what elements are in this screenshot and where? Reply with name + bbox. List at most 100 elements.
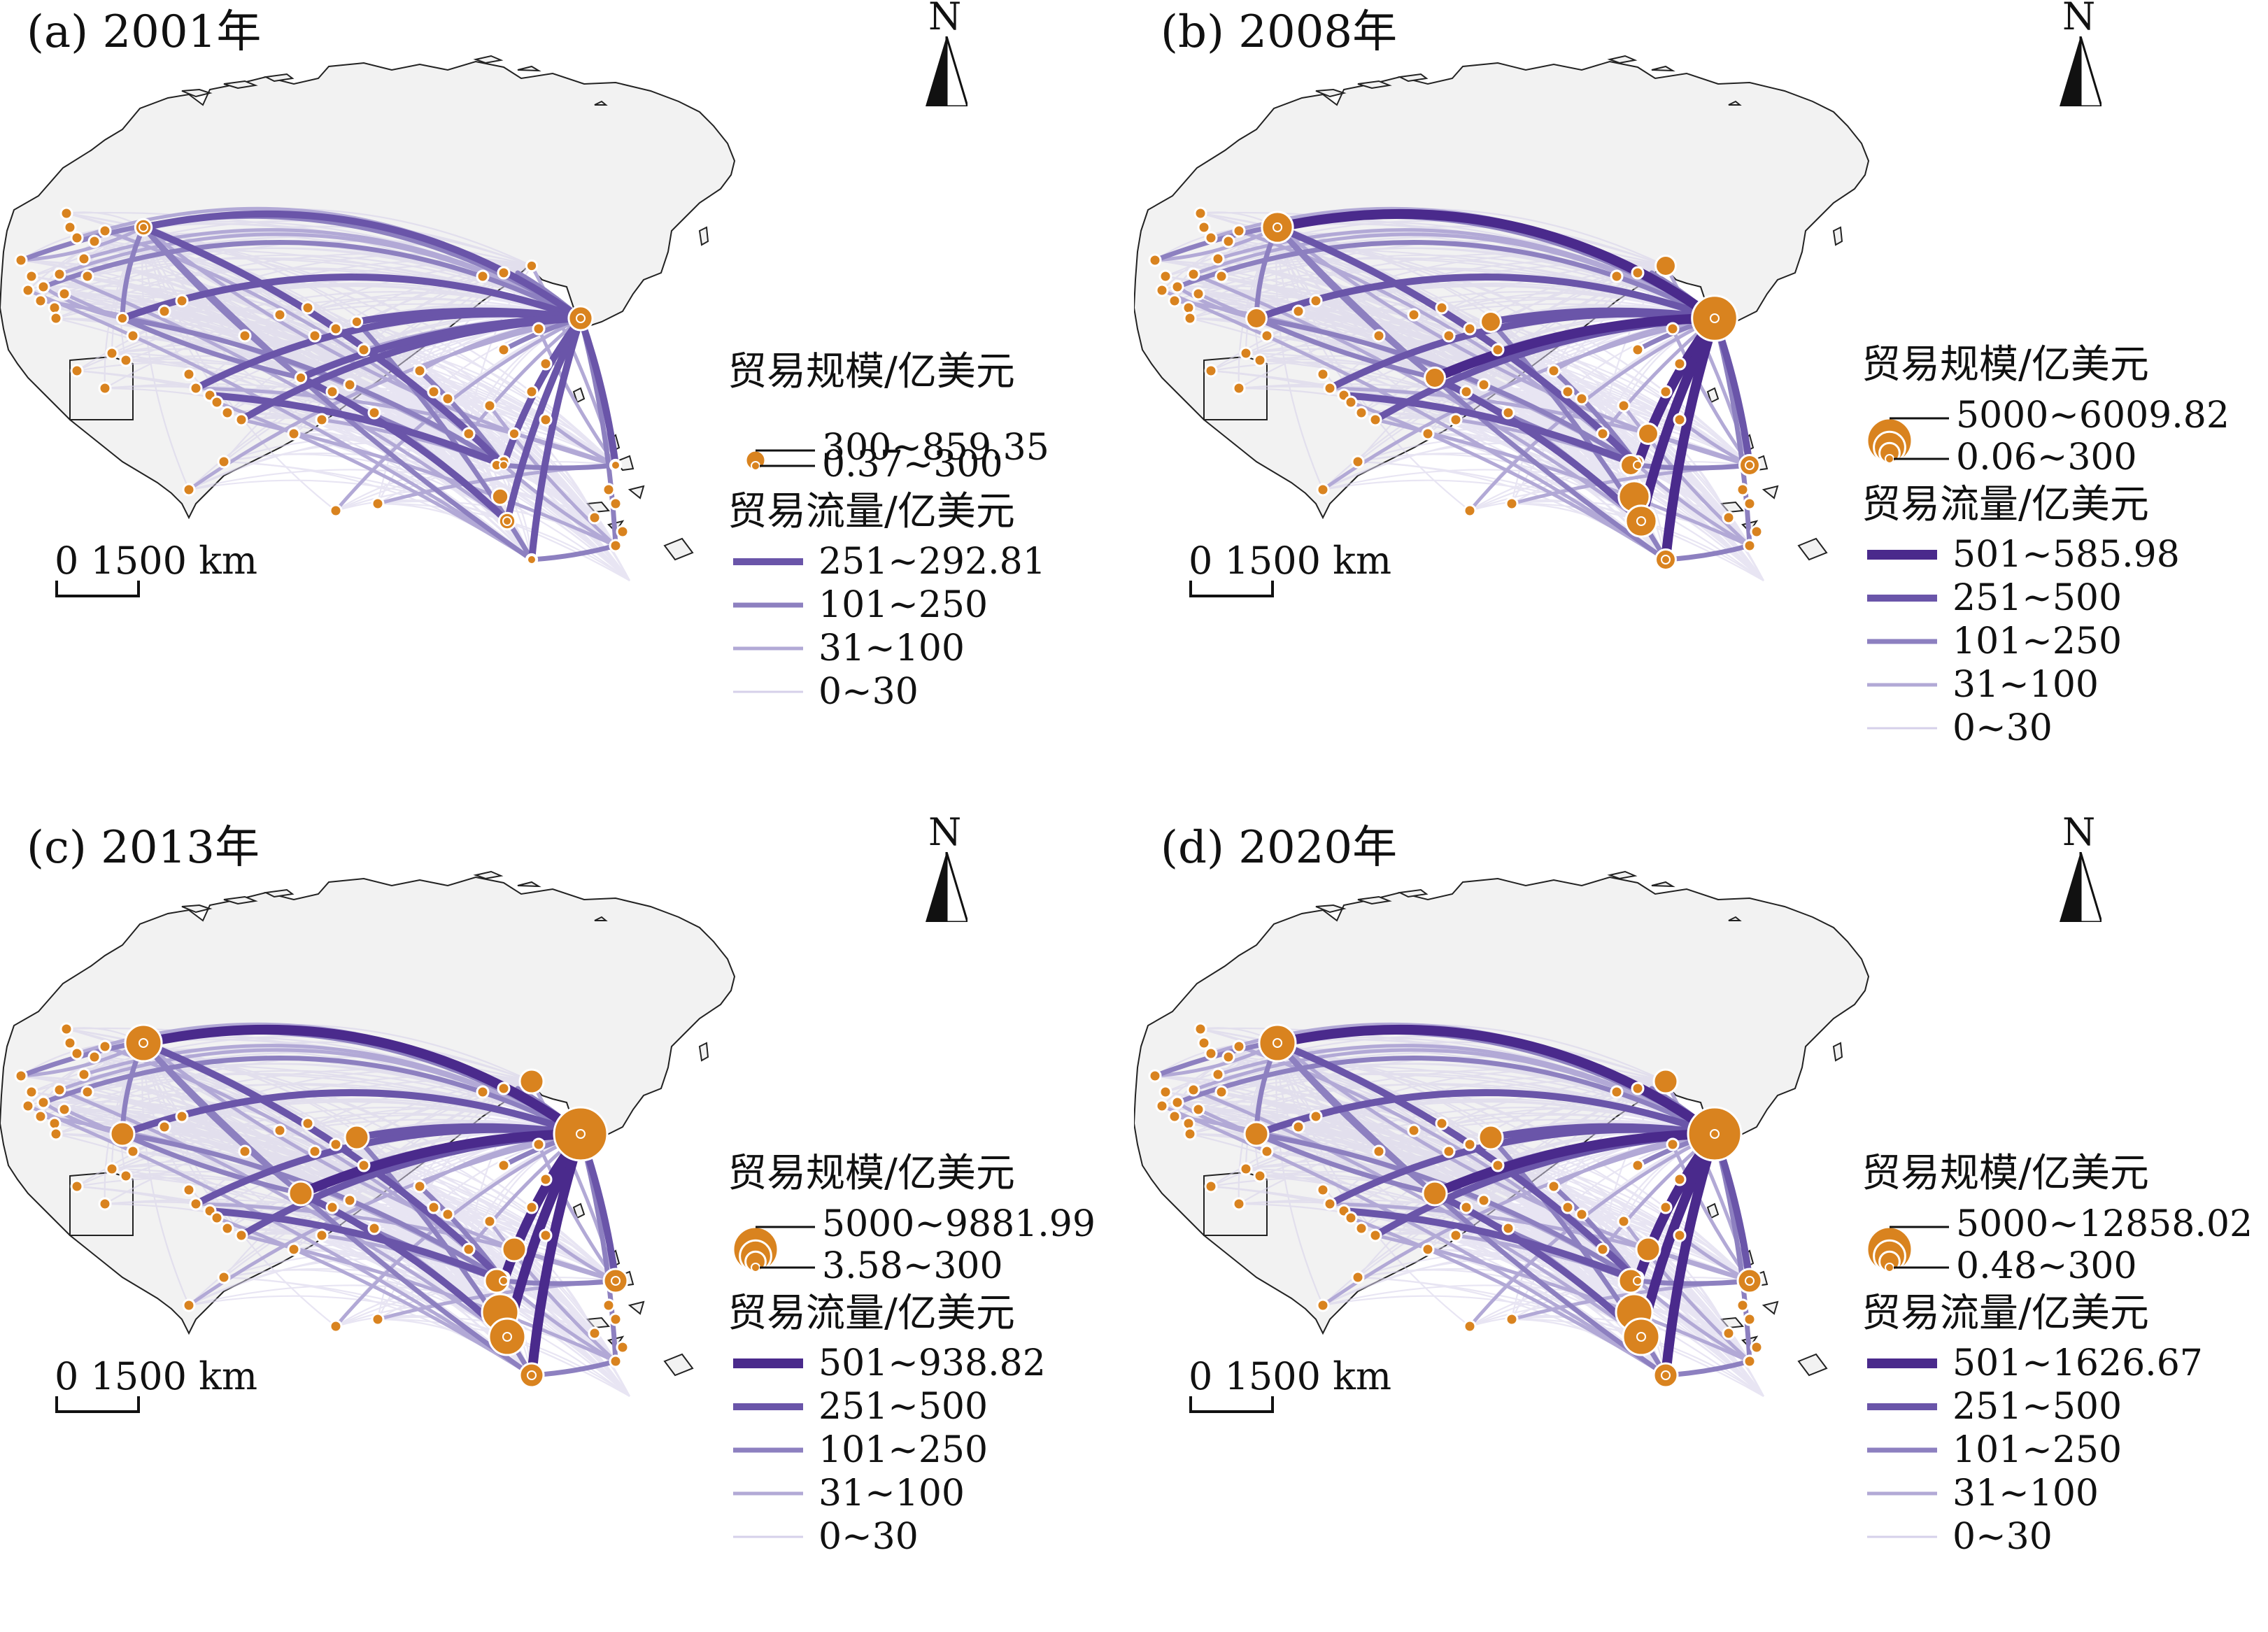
hub-node — [1273, 222, 1282, 232]
trade-node — [1722, 511, 1736, 525]
island — [1651, 881, 1675, 888]
trade-node — [539, 1172, 553, 1186]
trade-node — [441, 1207, 455, 1221]
trade-node — [1183, 311, 1197, 325]
trade-node — [1424, 367, 1446, 389]
flow-class-label: 251~500 — [1952, 577, 2122, 619]
trade-node — [1617, 399, 1631, 413]
scale-bar-label: 0 1500 km — [55, 539, 258, 583]
trade-node — [238, 329, 252, 343]
trade-node — [182, 483, 196, 497]
flow-line — [1490, 320, 1750, 466]
north-label: N — [2062, 816, 2096, 854]
trade-node — [1666, 1137, 1680, 1151]
trade-node — [371, 1312, 385, 1326]
trade-node — [182, 1298, 196, 1312]
trade-node — [119, 1169, 133, 1183]
trade-node — [1736, 483, 1750, 497]
trade-node — [1505, 1312, 1519, 1326]
trade-node — [36, 1095, 50, 1109]
trade-node — [1182, 1116, 1196, 1130]
trade-node — [1368, 413, 1382, 427]
trade-node — [497, 266, 511, 280]
trade-node — [518, 1068, 545, 1095]
flow-line — [1490, 1136, 1729, 1334]
trade-node — [1211, 252, 1225, 266]
flow-line — [1661, 1129, 1720, 1380]
trade-node — [80, 1085, 94, 1099]
trade-node — [1344, 395, 1358, 409]
flow-line — [187, 1132, 583, 1307]
trade-node — [1168, 294, 1182, 308]
island — [517, 881, 541, 888]
trade-node — [367, 1221, 381, 1235]
hub-node — [1745, 1276, 1755, 1286]
flow-class-label: 0~30 — [1952, 1516, 2053, 1558]
flow-line — [356, 1136, 595, 1334]
hub-node — [139, 222, 148, 232]
flow-class-row: 501~938.82 — [728, 1342, 1119, 1385]
flow-line — [141, 225, 304, 381]
island — [1607, 55, 1638, 64]
trade-nodes — [14, 1022, 630, 1389]
trade-node — [1631, 1158, 1645, 1172]
flow-class-row: 101~250 — [1862, 620, 2253, 663]
trade-node — [1232, 1039, 1246, 1053]
flow-class-row: 251~500 — [728, 1385, 1119, 1428]
island — [628, 485, 645, 499]
island — [1706, 387, 1720, 404]
trade-node — [77, 1067, 91, 1081]
trade-node — [109, 1121, 136, 1147]
hub-node — [139, 1038, 148, 1048]
trade-node — [1316, 1183, 1330, 1197]
trade-node — [189, 381, 203, 395]
trade-node — [87, 234, 101, 248]
trade-node — [70, 1179, 84, 1193]
flow-line — [577, 315, 619, 469]
trade-node — [539, 357, 553, 371]
trade-node — [1260, 1144, 1274, 1158]
flow-line — [1622, 1219, 1752, 1363]
island — [1832, 226, 1843, 246]
trade-node — [602, 1298, 616, 1312]
island — [1728, 100, 1742, 106]
flow-line — [1275, 225, 1438, 381]
flow-class-row: 251~500 — [1862, 1385, 2253, 1428]
flow-line — [1175, 240, 1717, 321]
trade-node — [329, 322, 343, 336]
trade-node — [1561, 385, 1575, 399]
flow-line — [1273, 208, 1720, 323]
trade-node — [80, 269, 94, 283]
trade-node — [1204, 1046, 1218, 1060]
hub-node — [1633, 460, 1643, 470]
flow-class-row: 251~500 — [1862, 576, 2253, 620]
island — [1397, 73, 1429, 83]
hub-node — [611, 460, 621, 470]
flow-legend-title: 贸易流量/亿美元 — [1862, 1291, 2149, 1336]
trade-node — [1575, 1207, 1589, 1221]
map-panel-2020: (d) 2020年 N 0 1500 km 贸易规模/亿美元 5000~12858.02… — [1134, 816, 2268, 1631]
flow-class-label: 31~100 — [1952, 664, 2099, 706]
trade-node — [1291, 304, 1305, 318]
trade-node — [1610, 269, 1624, 283]
flow-line — [527, 1129, 586, 1380]
flow-line — [41, 1056, 583, 1137]
flow-line — [501, 1278, 618, 1286]
trade-node — [1407, 1123, 1421, 1137]
flow-line — [206, 392, 507, 469]
trade-flow-map — [1134, 870, 1870, 1397]
flow-line — [504, 315, 584, 525]
flow-class-label: 0~30 — [818, 671, 919, 713]
trade-node — [1253, 353, 1267, 367]
flow-line — [1661, 313, 1720, 565]
size-class-large-label: 5000~12858.02 — [1956, 1203, 2253, 1245]
trade-node — [1372, 1144, 1386, 1158]
flow-line — [356, 320, 616, 466]
trade-node — [1323, 381, 1337, 395]
trade-node — [462, 427, 476, 441]
trade-node — [497, 1081, 511, 1095]
trade-node — [220, 406, 234, 420]
trade-node — [98, 1039, 112, 1053]
trade-node — [1407, 308, 1421, 322]
trade-node — [1155, 1099, 1169, 1113]
